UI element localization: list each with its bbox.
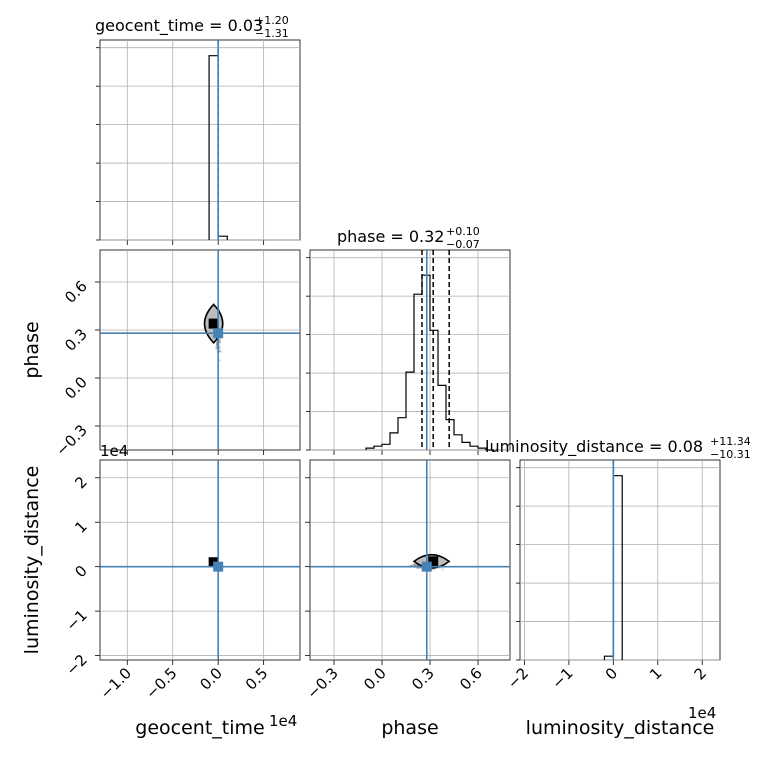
- panel-frame: [99, 39, 301, 241]
- sample-point: [416, 566, 419, 570]
- offset-luminosity-distance-y: 1e4: [100, 442, 128, 460]
- x-tick-label: −1: [548, 664, 576, 692]
- scatter-points: [310, 460, 510, 660]
- truth-marker: [213, 328, 224, 339]
- title-phase: phase = 0.32: [337, 227, 444, 246]
- title-geocent-time: geocent_time = 0.03: [95, 16, 263, 36]
- x-tick-label: −1.0: [97, 664, 135, 702]
- panels: −2 −1 0 1 2 −0.3 0.0 0.3 0.6 −1.0 −0.5 0.0 0.5 −2 −1 0 1…: [52, 39, 721, 703]
- histogram-step: [365, 274, 494, 451]
- panel-frame: [309, 459, 511, 661]
- y-tick-label: 0.3: [61, 325, 91, 355]
- scatter-points: [100, 250, 300, 450]
- offset-luminosity-distance-x: 1e4: [688, 704, 716, 722]
- sample-point: [219, 350, 222, 353]
- y-tick-label: −1: [62, 606, 90, 634]
- panel-frame: [99, 459, 301, 661]
- y-tick-label: 0.0: [61, 373, 91, 403]
- x-tick-label: 0: [602, 664, 621, 683]
- sample-point: [215, 346, 218, 349]
- x-tick-label: 1: [646, 664, 665, 683]
- sample-point: [432, 568, 435, 571]
- panel-frame: [99, 249, 301, 451]
- title-luminosity-distance: luminosity_distance = 0.08: [485, 437, 703, 457]
- ylabel-phase: phase: [21, 321, 43, 378]
- title-phase-lower: −0.07: [446, 238, 480, 251]
- sample-point: [219, 338, 222, 342]
- sample-point: [215, 341, 218, 344]
- sample-point: [218, 341, 221, 344]
- sample-point: [441, 568, 444, 571]
- sample-point: [412, 563, 415, 566]
- y-tick-label: 1: [71, 517, 90, 536]
- y-tick-label: −0.3: [52, 421, 90, 459]
- hist-panel-luminosity-distance: −2 −1 0 1 2: [504, 459, 721, 692]
- truth-marker: [421, 561, 432, 572]
- y-tick-label: 2: [71, 473, 90, 492]
- x-tick-label: −0.3: [303, 664, 341, 702]
- offset-geocent-time: 1e4: [269, 712, 297, 730]
- title-luminosity-distance-lower: −10.31: [710, 448, 751, 461]
- scatter-panel-luminosity-distance-vs-geocent-time: −1.0 −0.5 0.0 0.5 −2 −1 0 1 2: [62, 459, 301, 703]
- sample-point: [218, 359, 221, 362]
- xlabel-phase: phase: [381, 717, 438, 739]
- truth-marker: [213, 561, 224, 572]
- text-labels: geocent_time = 0.03 +1.20 −1.31 phase = …: [21, 14, 751, 739]
- x-tick-label: 0.3: [408, 664, 438, 694]
- sample-point: [215, 343, 218, 346]
- hist-panel-geocent-time: [96, 39, 301, 245]
- x-tick-label: −2: [504, 664, 532, 692]
- ylabel-luminosity-distance: luminosity_distance: [21, 466, 43, 655]
- sample-point: [215, 346, 218, 350]
- sample-point: [413, 563, 416, 566]
- x-tick-label: 0.5: [242, 664, 272, 694]
- y-tick-label: 0: [71, 562, 90, 581]
- title-geocent-time-upper: +1.20: [255, 14, 289, 27]
- panel-frame: [519, 459, 721, 661]
- sample-point: [218, 346, 221, 349]
- xlabel-luminosity-distance: luminosity_distance: [526, 717, 715, 739]
- y-tick-label: −2: [62, 651, 90, 679]
- title-luminosity-distance-upper: +11.34: [710, 435, 751, 448]
- title-phase-upper: +0.10: [446, 225, 480, 238]
- y-tick-label: 0.6: [61, 277, 91, 307]
- hist-panel-phase: [306, 249, 511, 455]
- x-tick-label: −0.5: [142, 664, 180, 702]
- sample-point: [412, 563, 416, 566]
- x-tick-label: 2: [691, 664, 710, 683]
- panel-frame: [309, 249, 511, 451]
- mean-marker: [208, 318, 219, 329]
- scatter-panel-luminosity-distance-vs-phase: −0.3 0.0 0.3 0.6: [303, 459, 511, 703]
- scatter-panel-phase-vs-geocent-time: −0.3 0.0 0.3 0.6: [52, 249, 301, 460]
- title-geocent-time-lower: −1.31: [255, 27, 289, 40]
- xlabel-geocent-time: geocent_time: [135, 717, 264, 739]
- x-tick-label: 0.0: [360, 664, 390, 694]
- x-tick-label: 0.0: [196, 664, 226, 694]
- scatter-points: [100, 460, 300, 660]
- x-tick-label: 0.6: [456, 664, 486, 694]
- mean-marker: [428, 556, 439, 567]
- sample-point: [414, 564, 417, 567]
- sample-point: [218, 349, 221, 353]
